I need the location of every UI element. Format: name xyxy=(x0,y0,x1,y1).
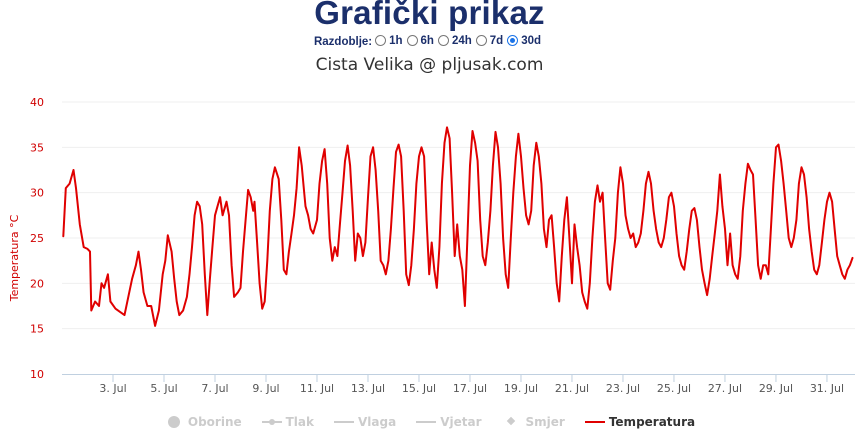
x-tick-label: 9. Jul xyxy=(252,382,279,395)
legend-symbol-icon xyxy=(584,416,605,428)
y-tick-label: 35 xyxy=(30,141,44,154)
legend-item-tlak[interactable]: Tlak xyxy=(261,415,315,429)
period-option-label: 6h xyxy=(420,34,434,47)
period-option-label: 30d xyxy=(521,34,542,47)
x-tick-label: 25. Jul xyxy=(657,382,691,395)
legend-label: Smjer xyxy=(525,415,565,429)
legend-label: Vjetar xyxy=(440,415,482,429)
period-option-label: 24h xyxy=(451,34,472,47)
y-tick-label: 15 xyxy=(30,323,44,336)
period-label: Razdoblje: xyxy=(313,36,373,48)
radio-button[interactable] xyxy=(375,35,387,47)
legend-item-vlaga[interactable]: Vlaga xyxy=(334,415,396,429)
radio-button[interactable] xyxy=(507,35,519,47)
period-option-label: 7d xyxy=(489,34,504,47)
period-option-30d[interactable]: 30d xyxy=(507,35,541,47)
chart-legend: Oborine Tlak Vlaga Vjetar Smjer Temperatura xyxy=(0,414,859,430)
series-line-temperatura xyxy=(62,126,854,327)
x-tick-label: 23. Jul xyxy=(606,382,640,395)
radio-button[interactable] xyxy=(437,35,449,47)
x-tick-label: 31. Jul xyxy=(810,382,844,395)
x-tick-label: 29. Jul xyxy=(759,382,793,395)
legend-label: Temperatura xyxy=(608,415,696,429)
chart-title: Cista Velika @ pljusak.com xyxy=(315,55,544,75)
x-tick-label: 21. Jul xyxy=(555,382,589,395)
period-selector: Razdoblje: 1h 6h 24h 7d 30d xyxy=(0,34,859,50)
legend-item-oborine[interactable]: Oborine xyxy=(164,415,242,429)
y-tick-label: 10 xyxy=(30,368,44,381)
period-option-label: 1h xyxy=(389,34,403,47)
legend-symbol-icon xyxy=(164,416,184,428)
x-tick-label: 27. Jul xyxy=(708,382,742,395)
page-title: Grafički prikaz xyxy=(314,0,545,31)
x-tick-label: 13. Jul xyxy=(351,382,385,395)
legend-item-vjetar[interactable]: Vjetar xyxy=(416,415,482,429)
x-tick-label: 19. Jul xyxy=(504,382,538,395)
radio-button[interactable] xyxy=(475,35,487,47)
legend-label: Vlaga xyxy=(358,415,397,429)
legend-symbol-icon xyxy=(334,416,355,428)
legend-symbol-icon xyxy=(502,416,522,428)
x-tick-label: 7. Jul xyxy=(201,382,228,395)
period-option-24h[interactable]: 24h xyxy=(437,34,472,47)
y-tick-label: 40 xyxy=(30,96,44,109)
legend-symbol-icon xyxy=(261,416,282,428)
legend-label: Oborine xyxy=(187,415,242,429)
period-options: 1h 6h 24h 7d 30d xyxy=(375,35,545,50)
period-option-1h[interactable]: 1h xyxy=(375,34,403,47)
legend-label: Tlak xyxy=(285,415,315,429)
x-tick-label: 3. Jul xyxy=(99,382,126,395)
x-tick-label: 15. Jul xyxy=(402,382,436,395)
y-axis-title: Temperatura °C xyxy=(8,214,21,302)
legend-symbol-icon xyxy=(416,416,437,428)
y-tick-label: 20 xyxy=(30,277,44,290)
x-tick-label: 5. Jul xyxy=(150,382,177,395)
y-tick-label: 25 xyxy=(30,232,44,245)
legend-item-smjer[interactable]: Smjer xyxy=(502,415,565,429)
y-tick-label: 30 xyxy=(30,187,44,200)
radio-button[interactable] xyxy=(406,35,418,47)
period-option-7d[interactable]: 7d xyxy=(475,34,504,47)
period-option-6h[interactable]: 6h xyxy=(406,34,434,47)
x-tick-label: 11. Jul xyxy=(300,382,334,395)
legend-item-temperatura[interactable]: Temperatura xyxy=(584,415,696,429)
x-tick-label: 17. Jul xyxy=(453,382,487,395)
